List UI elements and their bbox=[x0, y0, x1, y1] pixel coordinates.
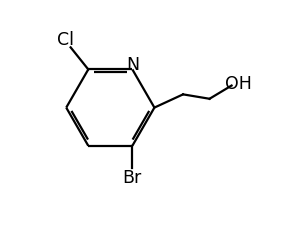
Text: Cl: Cl bbox=[57, 30, 74, 48]
Text: Br: Br bbox=[123, 168, 142, 186]
Text: N: N bbox=[126, 56, 139, 74]
Text: OH: OH bbox=[225, 75, 252, 93]
